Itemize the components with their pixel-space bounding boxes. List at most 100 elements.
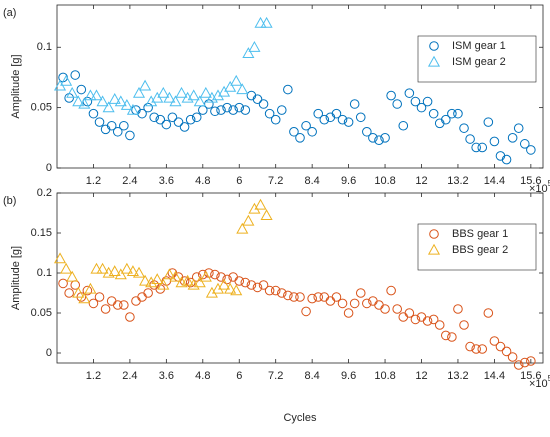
data-point [240,105,251,115]
data-point [495,341,506,352]
data-point [236,222,249,234]
data-point [459,320,469,330]
x-tick-label: 2.4 [122,370,137,382]
x-exponent: ×105 [529,179,550,195]
data-point [422,96,433,107]
data-point [404,308,415,318]
data-point [199,86,212,98]
data-point [72,286,85,298]
data-point [216,105,226,115]
data-point [84,89,97,101]
x-tick-label: 3.6 [159,175,174,187]
data-point [465,341,475,352]
data-point [204,99,214,109]
y-axis-label: Amplitude [g] [10,246,22,310]
data-point [392,304,403,314]
x-tick-label: 7.2 [268,175,283,187]
legend-label: ISM gear 1 [452,40,506,52]
data-point [90,89,103,101]
data-point [355,288,366,298]
x-tick-label: 1.2 [86,370,101,382]
data-point [224,80,237,92]
data-point [465,134,475,144]
data-point [441,114,451,125]
data-point [78,292,91,304]
x-exponent-base: ×10 [529,378,548,390]
data-point [151,273,164,285]
x-tick-label: 8.4 [305,370,320,382]
data-point [289,126,299,137]
data-point [404,88,415,98]
data-point [94,292,105,302]
data-point [216,272,226,282]
data-point [374,135,384,146]
data-point [447,332,457,342]
x-tick-label: 13.2 [447,175,468,187]
data-point [143,288,153,298]
y-tick-label: 0.1 [37,267,52,279]
data-point [224,282,237,294]
data-point [193,276,206,288]
data-point [355,112,366,123]
data-point [240,277,251,288]
data-point [228,105,238,115]
data-point [234,276,245,286]
data-point [139,274,152,286]
data-point [301,306,311,317]
data-point [230,74,243,86]
data-point [76,84,87,95]
data-point [161,119,172,130]
data-point [343,308,354,318]
data-point [88,298,99,309]
panel-label: (a) [3,7,16,19]
legend-marker [429,229,439,239]
data-point [185,114,196,125]
data-point [380,304,390,314]
y-axis-label: Amplitude [g] [10,54,22,118]
data-point [145,276,158,288]
data-point [526,145,536,155]
data-point [307,126,317,137]
data-point [242,47,255,58]
data-point [319,114,330,125]
data-point [132,86,146,98]
data-point [471,142,481,153]
data-point [88,108,99,119]
data-point [157,278,170,290]
data-point [258,280,269,290]
data-point [96,262,109,274]
data-point [72,95,85,107]
data-point [507,352,518,362]
data-point [428,314,439,325]
data-point [283,290,293,301]
data-point [210,106,220,117]
data-point [84,282,97,294]
data-point [169,95,182,107]
data-point [108,265,121,277]
data-point [386,285,396,296]
data-point [349,99,360,109]
data-point [112,300,123,310]
data-point [392,99,403,109]
data-point [453,304,463,314]
data-point [126,265,139,277]
data-point [230,284,243,296]
data-point [53,252,67,264]
data-point [149,112,159,123]
data-point [507,133,518,143]
data-point [191,112,202,123]
x-tick-label: 10.8 [374,370,395,382]
data-point [416,102,427,113]
data-point [82,285,93,296]
data-point [362,298,372,309]
data-point [258,99,269,109]
data-point [114,95,127,107]
data-point [447,108,457,119]
data-point [60,262,73,274]
data-point [489,136,500,147]
x-tick-label: 13.2 [447,370,468,382]
data-point [368,133,378,143]
data-point [120,98,133,110]
data-point [434,320,445,330]
data-point [181,274,194,286]
